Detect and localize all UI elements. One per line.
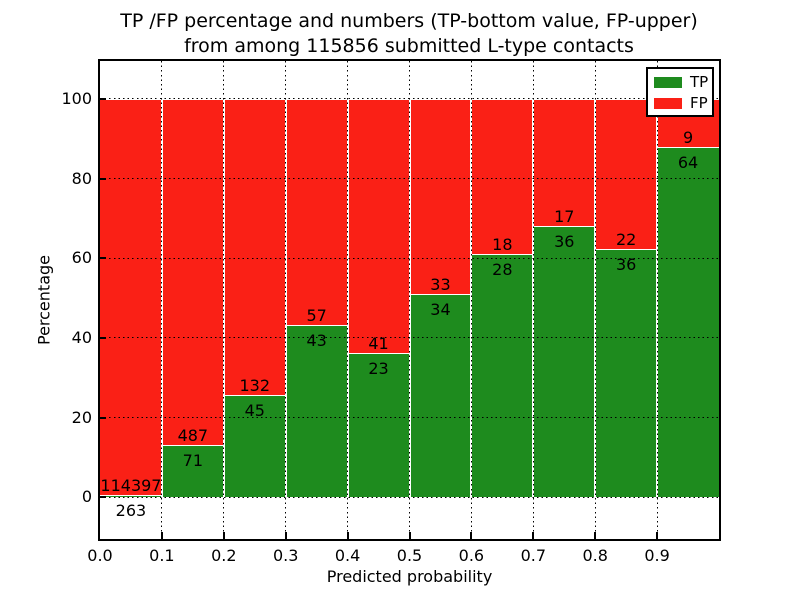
fp-count-label: 18 (492, 234, 513, 254)
y-tick-label: 80 (71, 168, 92, 188)
tp-count-label: 64 (677, 152, 699, 172)
y-tick-mark (100, 177, 106, 180)
x-tick-mark (594, 532, 597, 539)
x-tick-mark (284, 532, 287, 539)
plot-area: 114397 263 487 71 132 45 57 43 41 23 33 34 18 28 17 36 2… (98, 59, 721, 541)
x-tick-mark (222, 532, 225, 539)
bar-segment-tp (161, 446, 224, 498)
x-tick-label: 0.6 (458, 546, 485, 565)
fp-count-label: 132 (239, 375, 271, 395)
x-tick-mark (346, 532, 349, 539)
y-tick-label: 20 (71, 407, 92, 427)
legend: TP FP (646, 67, 714, 117)
bar-segment-fp (285, 98, 348, 326)
fp-count-label: 114397 (100, 476, 162, 496)
bar-segment-fp (223, 98, 286, 396)
bar-segment-fp (533, 98, 596, 227)
x-tick-label: 0.7 (520, 546, 547, 565)
bar-segment-tp (595, 249, 658, 498)
x-tick-label: 0.5 (396, 546, 423, 565)
tp-count-label: 43 (306, 330, 327, 350)
legend-swatch-fp (654, 97, 682, 109)
y-tick-mark (100, 97, 106, 100)
bar-segment-fp (595, 98, 658, 250)
tp-count-label: 28 (492, 259, 513, 279)
bar-segment-tp (347, 354, 410, 498)
x-tick-mark (160, 532, 163, 539)
tp-count-label: 34 (430, 300, 451, 320)
grid-line-horizontal (100, 98, 719, 100)
bar-segment-tp (533, 226, 596, 498)
y-tick-label: 0 (81, 487, 92, 507)
grid-line-vertical (656, 61, 658, 539)
grid-line-horizontal (100, 417, 719, 418)
fp-count-label: 57 (306, 305, 327, 325)
x-tick-label: 0.8 (582, 546, 608, 565)
bar-segment-tp (471, 254, 534, 498)
tp-count-label: 71 (182, 451, 204, 471)
bar-segment-tp (409, 295, 472, 498)
bar-segment-tp (285, 325, 348, 498)
y-tick-label: 60 (71, 248, 92, 268)
bar-segment-fp (471, 98, 534, 255)
tp-count-label: 36 (554, 231, 575, 251)
fp-count-label: 487 (177, 426, 209, 446)
y-tick-mark (100, 416, 106, 419)
grid-line-horizontal (100, 496, 719, 498)
grid-line-vertical (347, 61, 349, 539)
bar-segment-fp (409, 98, 472, 296)
bar-segment-tp (657, 147, 719, 498)
grid-line-vertical (223, 61, 225, 539)
y-tick-mark (100, 336, 106, 339)
x-tick-label: 0.2 (211, 546, 237, 565)
grid-line-horizontal (100, 257, 719, 259)
grid-line-vertical (594, 61, 596, 539)
y-tick-label: 40 (71, 327, 92, 347)
grid-line-vertical (409, 61, 410, 539)
x-tick-label: 0.3 (272, 546, 299, 565)
x-tick-mark (532, 532, 535, 539)
fp-count-label: 22 (615, 229, 637, 249)
legend-label-fp: FP (690, 94, 708, 112)
chart-title: TP /FP percentage and numbers (TP-bottom… (9, 9, 800, 59)
tp-count-label: 23 (368, 359, 389, 379)
x-tick-label: 0.9 (644, 546, 670, 565)
grid-line-horizontal (100, 178, 719, 179)
chart-title-line2: from among 115856 submitted L-type conta… (184, 35, 634, 57)
x-tick-mark (656, 532, 659, 539)
grid-line-horizontal (100, 337, 719, 339)
x-tick-mark (470, 532, 473, 539)
x-tick-label: 0.4 (334, 546, 361, 565)
fp-count-label: 33 (430, 275, 451, 295)
fp-count-label: 41 (368, 334, 389, 354)
grid-line-vertical (285, 61, 287, 539)
x-axis-label: Predicted probability (326, 567, 493, 586)
chart-title-line1: TP /FP percentage and numbers (TP-bottom… (120, 10, 698, 32)
x-tick-label: 0.0 (87, 546, 113, 565)
grid-line-vertical (161, 61, 163, 539)
y-tick-label: 100 (61, 88, 92, 108)
legend-entry: TP (654, 73, 709, 91)
tp-count-label: 45 (244, 400, 265, 420)
legend-label-tp: TP (690, 73, 709, 91)
x-tick-label: 0.1 (149, 546, 175, 565)
legend-entry: FP (654, 94, 708, 112)
y-tick-mark (100, 496, 106, 499)
y-tick-mark (100, 257, 106, 260)
legend-swatch-tp (654, 76, 682, 88)
grid-line-vertical (470, 61, 472, 539)
bar-segment-fp (347, 98, 410, 354)
tp-count-label: 263 (115, 501, 147, 521)
tp-count-label: 36 (615, 254, 637, 274)
bar-segment-fp (100, 98, 162, 497)
x-tick-mark (408, 532, 411, 539)
fp-count-label: 9 (682, 127, 694, 147)
bar-segment-tp (223, 395, 286, 498)
bar-segment-fp (161, 98, 224, 447)
fp-count-label: 17 (554, 206, 575, 226)
grid-line-vertical (532, 61, 534, 539)
